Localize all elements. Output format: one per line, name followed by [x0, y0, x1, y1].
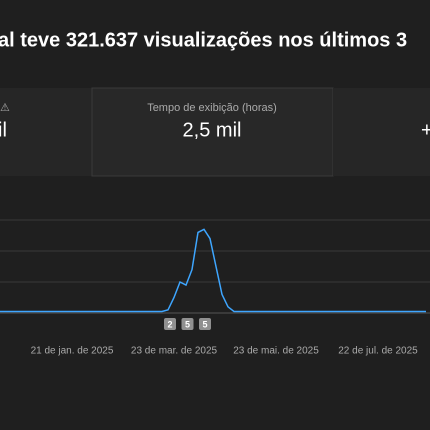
card[interactable]: [91, 87, 334, 177]
x-tick-label: 22 de jul. de 2025: [338, 346, 418, 357]
card[interactable]: [333, 88, 430, 176]
annotation-marker: [199, 318, 211, 330]
line: [0, 228, 426, 313]
annotation-marker: [181, 318, 194, 330]
x-tick-label: 23 de mar. de 2025: [131, 346, 218, 357]
x-tick-label: 21 de jan. de 2025: [31, 346, 114, 357]
annotation-label: 5: [202, 319, 207, 329]
card-value: +: [421, 119, 430, 141]
card-label: Tempo de exibição (horas): [147, 102, 277, 114]
card-value: il: [0, 119, 7, 141]
card[interactable]: [0, 88, 92, 176]
title: al teve 321.637 visualizações nos último…: [0, 29, 407, 51]
card-label: ⚠: [0, 102, 10, 114]
annotation-label: 5: [185, 319, 190, 329]
annotation-marker: [164, 318, 176, 330]
card-value: 2,5 mil: [183, 119, 242, 141]
annotation-label: 2: [167, 319, 172, 329]
x-tick-label: 23 de mai. de 2025: [233, 346, 319, 357]
